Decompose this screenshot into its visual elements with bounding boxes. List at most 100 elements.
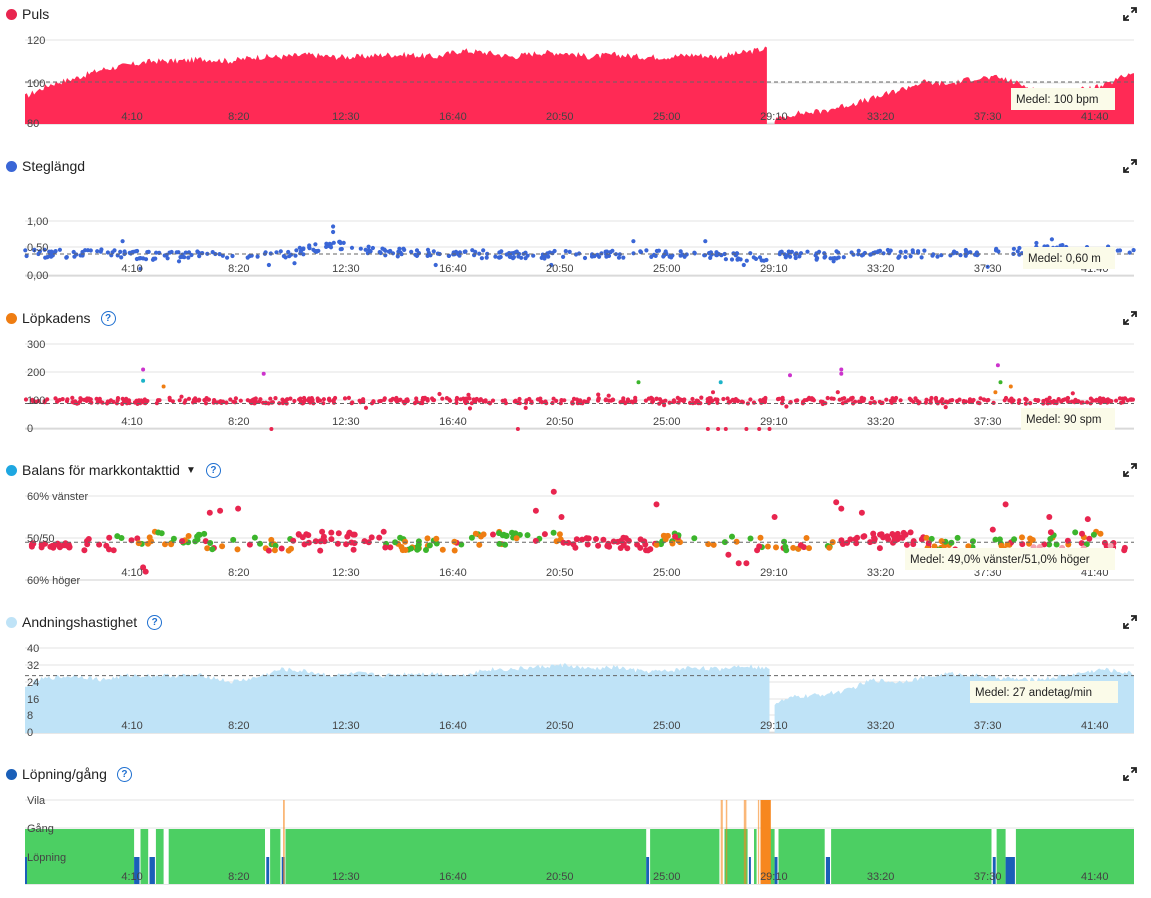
data-point [851, 252, 856, 257]
panel-title-text: Steglängd [22, 158, 86, 174]
data-point [363, 247, 368, 252]
data-point [1079, 530, 1085, 537]
data-point [480, 531, 487, 538]
data-point [758, 398, 763, 403]
data-point [447, 397, 452, 402]
help-icon[interactable]: ? [100, 310, 116, 326]
x-tick-label: 8:20 [228, 871, 249, 883]
data-point [885, 247, 891, 253]
data-point [224, 400, 229, 405]
data-point [249, 253, 254, 258]
panel-title-text: Andningshastighet [22, 614, 138, 630]
chart-lopning: Vila Gång Löpning 4:10 8:20 12:30 16:40 20:50 25… [25, 795, 1134, 885]
gap-segment [134, 829, 141, 884]
data-point [493, 254, 498, 259]
x-tick-label: 33:20 [867, 111, 895, 123]
y-tick-label: 0 [27, 727, 33, 739]
data-point [621, 396, 626, 401]
data-point [112, 248, 117, 253]
data-point [802, 398, 807, 403]
panel-title-text: Puls [22, 6, 50, 22]
data-point [346, 395, 351, 400]
data-point [235, 505, 242, 512]
data-point [550, 529, 557, 536]
data-point [869, 396, 875, 401]
data-point [968, 250, 973, 255]
help-icon[interactable]: ? [116, 766, 132, 782]
data-point [842, 396, 847, 401]
y-tick-label: 16 [27, 694, 39, 706]
data-point [350, 546, 357, 553]
x-tick-label: 20:50 [546, 263, 574, 275]
legend-dot-icon [6, 616, 17, 628]
data-point [23, 397, 29, 402]
data-point [550, 251, 555, 256]
data-point [268, 536, 275, 543]
data-point [269, 427, 274, 431]
data-point [868, 400, 873, 405]
legend-dot-icon [6, 768, 17, 780]
data-point [795, 398, 800, 403]
expand-icon[interactable] [1123, 159, 1137, 173]
data-point [266, 262, 271, 268]
data-point [286, 249, 291, 255]
data-point [300, 401, 305, 406]
chart-balans: 60% vänster 50/50 60% höger 4:10 8:20 12:30 16… [25, 488, 1134, 587]
expand-icon[interactable] [1123, 615, 1137, 629]
data-point [1083, 541, 1090, 548]
data-point [632, 399, 638, 404]
data-point [503, 401, 508, 406]
data-point [1033, 397, 1038, 403]
data-point [913, 396, 918, 401]
data-point [217, 507, 224, 514]
data-point [405, 397, 410, 402]
data-point [321, 401, 326, 406]
data-point [532, 507, 539, 514]
data-point [413, 252, 418, 257]
x-tick-label: 20:50 [546, 111, 574, 123]
data-point [614, 538, 621, 545]
data-point [889, 400, 894, 405]
data-point [425, 398, 430, 403]
data-point [631, 251, 636, 256]
data-point [610, 248, 615, 253]
data-point [421, 397, 426, 402]
x-tick-label: 37:30 [974, 263, 1002, 275]
panel-title: Löpning/gång? [6, 765, 132, 783]
data-point [47, 543, 54, 550]
data-point [560, 539, 567, 546]
data-point [331, 224, 336, 229]
data-point [690, 396, 695, 402]
lopning-segment [774, 857, 778, 884]
panel-title-text: Löpkadens [22, 310, 91, 326]
data-point [839, 371, 844, 376]
y-tick-label: 100 [27, 395, 45, 407]
panel-title[interactable]: Balans för markkontakttid ▼? [6, 461, 221, 479]
data-point [141, 378, 146, 383]
dropdown-caret-icon[interactable]: ▼ [185, 464, 196, 476]
data-point [616, 255, 622, 260]
data-point [386, 249, 391, 254]
data-point [1072, 529, 1079, 536]
data-point [454, 400, 459, 405]
data-point [753, 256, 759, 261]
data-point [638, 250, 644, 255]
help-icon[interactable]: ? [147, 614, 163, 630]
x-tick-label: 25:00 [653, 871, 681, 883]
x-tick-label: 12:30 [332, 567, 360, 579]
x-tick-label: 4:10 [121, 567, 142, 579]
data-point [721, 539, 728, 546]
x-tick-label: 33:20 [867, 416, 895, 428]
data-point [297, 245, 302, 250]
expand-icon[interactable] [1123, 7, 1137, 21]
data-point [580, 401, 585, 406]
expand-icon[interactable] [1123, 311, 1137, 325]
expand-icon[interactable] [1123, 463, 1137, 477]
data-point [1084, 516, 1091, 523]
expand-icon[interactable] [1123, 767, 1137, 781]
data-point [339, 246, 344, 252]
data-point [604, 249, 610, 254]
help-icon[interactable]: ? [205, 462, 221, 478]
data-point [382, 544, 389, 551]
data-point [440, 396, 445, 401]
